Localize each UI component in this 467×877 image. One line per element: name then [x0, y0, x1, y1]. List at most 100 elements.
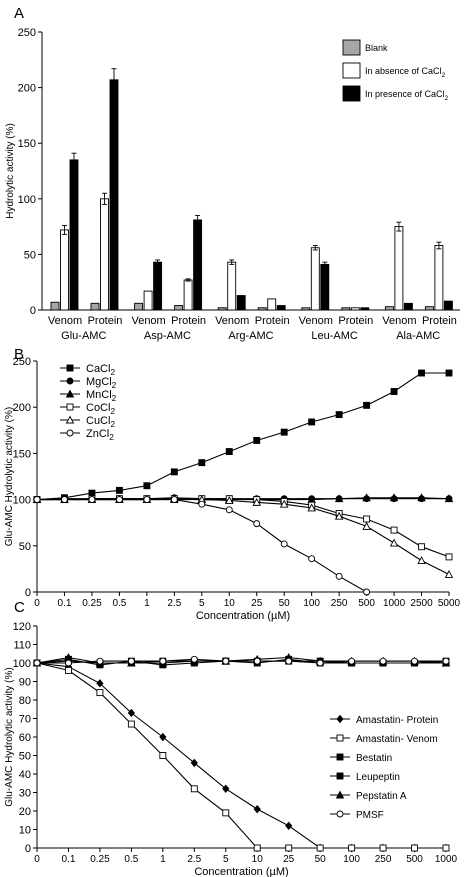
y-tick-label: 120	[13, 621, 31, 633]
legend-label: ZnCl2	[86, 428, 114, 442]
y-tick-label: 250	[13, 356, 31, 368]
data-point	[88, 496, 96, 504]
x-tick-label: 25	[251, 598, 263, 609]
x-tick-label: 1000	[383, 598, 406, 609]
series-line	[37, 499, 450, 575]
series-1	[33, 659, 450, 852]
data-point	[115, 486, 123, 494]
y-tick-label: 90	[19, 677, 31, 689]
y-tick-label-a: 50	[24, 249, 36, 261]
y-tick-label-a: 200	[18, 83, 36, 95]
data-point	[96, 657, 104, 665]
data-point	[363, 401, 371, 409]
data-point	[389, 493, 399, 502]
bar	[443, 300, 453, 311]
data-point	[253, 804, 261, 814]
bar	[227, 261, 237, 311]
legend-marker	[66, 403, 74, 411]
data-point	[445, 369, 453, 377]
x-tick-label: 500	[358, 598, 375, 609]
legend-swatch	[342, 62, 361, 79]
data-point	[442, 844, 450, 852]
data-point	[253, 437, 261, 444]
data-point	[316, 659, 324, 667]
subgroup-label: Venom	[299, 315, 333, 327]
subgroup-label: Protein	[255, 315, 290, 327]
data-point	[115, 496, 123, 504]
legend-label-main: CaCl	[86, 363, 110, 375]
data-point	[61, 496, 68, 504]
data-point	[143, 496, 151, 504]
legend-swatch	[342, 85, 361, 102]
legend-label: Amastatin- Protein	[356, 715, 438, 726]
data-point	[96, 679, 104, 688]
legend-label: MnCl2	[86, 389, 117, 403]
x-tick-label: 100	[303, 598, 320, 609]
series-line	[36, 662, 446, 849]
y-tick-label-a: 100	[18, 194, 36, 206]
bar	[267, 298, 277, 311]
y-tick-label: 60	[19, 732, 31, 744]
bar	[60, 229, 69, 311]
bar	[310, 247, 320, 311]
x-tick-label: 0.5	[112, 598, 126, 609]
x-tick-label: 50	[315, 854, 327, 865]
data-point	[33, 496, 41, 504]
legend-marker	[65, 389, 75, 398]
bar	[134, 302, 144, 311]
legend-label: In presence of CaCl2	[365, 89, 449, 102]
data-point	[334, 494, 344, 503]
x-tick-label: 50	[279, 598, 291, 609]
y-axis-title-a: Hydrolytic activity (%)	[5, 123, 16, 219]
data-point	[444, 494, 454, 503]
bar	[193, 219, 203, 311]
y-tick-label: 80	[19, 695, 31, 707]
x-tick-label: 100	[343, 854, 360, 865]
data-point	[225, 448, 233, 456]
data-point	[143, 482, 151, 490]
data-point	[348, 657, 356, 665]
data-point	[190, 758, 198, 768]
series-3	[33, 495, 453, 561]
bar	[174, 305, 184, 311]
x-tick-label: 5000	[438, 598, 461, 609]
legend-label-subscript: 2	[109, 433, 114, 442]
data-point	[379, 657, 387, 665]
bar	[109, 79, 119, 311]
legend-label-subscript: 2	[110, 420, 115, 429]
bar	[257, 307, 267, 311]
y-tick-label: 100	[13, 658, 31, 670]
legend-label-subscript: 2	[442, 72, 446, 79]
subgroup-label: Protein	[171, 315, 206, 327]
x-tick-label: 500	[406, 854, 423, 865]
bar	[183, 279, 193, 311]
bar	[69, 159, 79, 311]
y-tick-label: 10	[19, 825, 31, 837]
legend-label: Pepstatin A	[356, 791, 407, 802]
data-point	[33, 659, 41, 667]
data-point	[334, 511, 344, 520]
data-point	[127, 708, 135, 718]
data-point	[253, 657, 261, 665]
y-tick-label: 30	[19, 788, 31, 800]
series-5	[33, 655, 450, 667]
y-tick-label-a: 250	[18, 27, 36, 39]
y-tick-label: 50	[19, 751, 31, 763]
y-tick-label: 0	[25, 587, 31, 599]
group-label: Ala-AMC	[396, 330, 440, 342]
legend-swatch	[342, 39, 361, 56]
x-axis-title: Concentration (µM)	[196, 610, 290, 622]
bar	[434, 245, 444, 311]
series-line	[37, 499, 367, 593]
bar	[50, 301, 60, 311]
x-tick-label: 250	[375, 854, 392, 865]
data-point	[159, 657, 167, 665]
legend-marker	[335, 790, 345, 799]
data-point	[417, 493, 426, 502]
data-point	[159, 752, 167, 759]
legend-label: CuCl2	[86, 415, 115, 429]
bar	[320, 263, 330, 311]
legend-label: CoCl2	[86, 402, 115, 416]
x-tick-label: 0.1	[58, 598, 72, 609]
subgroup-label: Venom	[215, 315, 249, 327]
